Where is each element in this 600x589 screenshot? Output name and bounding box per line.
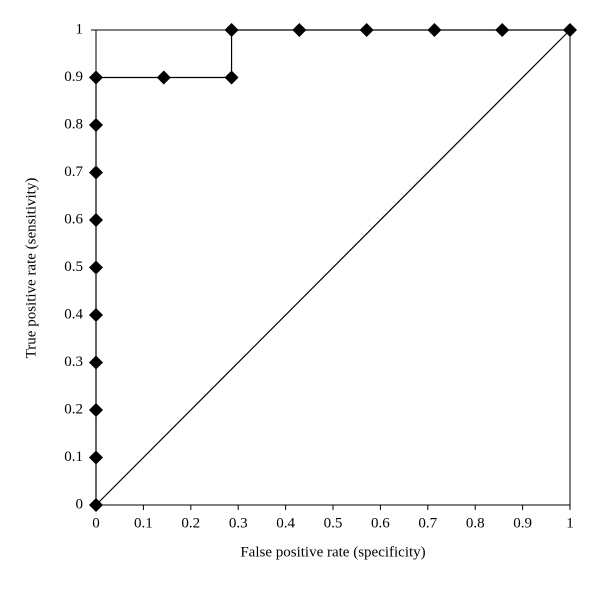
- data-point: [89, 118, 103, 132]
- data-point: [495, 23, 510, 37]
- data-point: [89, 213, 103, 227]
- data-point: [89, 70, 103, 85]
- x-tick-label: 0.4: [276, 515, 295, 531]
- y-tick-label: 0.8: [64, 116, 83, 132]
- y-tick-label: 1: [76, 21, 84, 37]
- y-tick-label: 0.9: [64, 69, 83, 85]
- data-point: [292, 23, 307, 37]
- x-tick-label: 0.9: [513, 515, 532, 531]
- series-line: [95, 29, 570, 505]
- y-tick-label: 0: [76, 496, 84, 512]
- data-point: [89, 165, 103, 180]
- data-point: [89, 308, 103, 322]
- x-tick-label: 0.2: [181, 515, 200, 531]
- x-tick-label: 0.1: [134, 515, 153, 531]
- data-point: [224, 70, 239, 85]
- x-tick-label: 0.3: [229, 515, 248, 531]
- data-point: [89, 403, 103, 417]
- data-point: [89, 450, 103, 465]
- x-tick-label: 0.7: [418, 515, 437, 531]
- y-tick-label: 0.7: [64, 164, 83, 180]
- x-tick-label: 0.8: [466, 515, 485, 531]
- y-tick-label: 0.4: [64, 306, 83, 322]
- data-point: [359, 23, 374, 37]
- data-point: [89, 355, 103, 370]
- y-tick-label: 0.2: [64, 401, 83, 417]
- series-line: [95, 29, 571, 506]
- y-tick-label: 0.6: [64, 211, 83, 227]
- data-point: [224, 23, 239, 37]
- x-axis-label: False positive rate (specificity): [240, 544, 425, 560]
- x-tick-label: 0.5: [324, 515, 343, 531]
- x-tick-label: 0.6: [371, 515, 390, 531]
- y-axis-label: True positive rate (sensitivity): [23, 178, 39, 359]
- y-tick-label: 0.3: [64, 354, 83, 370]
- y-tick-label: 0.1: [64, 449, 83, 465]
- y-tick-label: 0.5: [64, 259, 83, 275]
- data-point: [156, 70, 171, 85]
- data-point: [427, 23, 442, 37]
- data-point: [89, 260, 103, 275]
- x-tick-label: 1: [566, 515, 574, 531]
- x-tick-label: 0: [92, 515, 100, 531]
